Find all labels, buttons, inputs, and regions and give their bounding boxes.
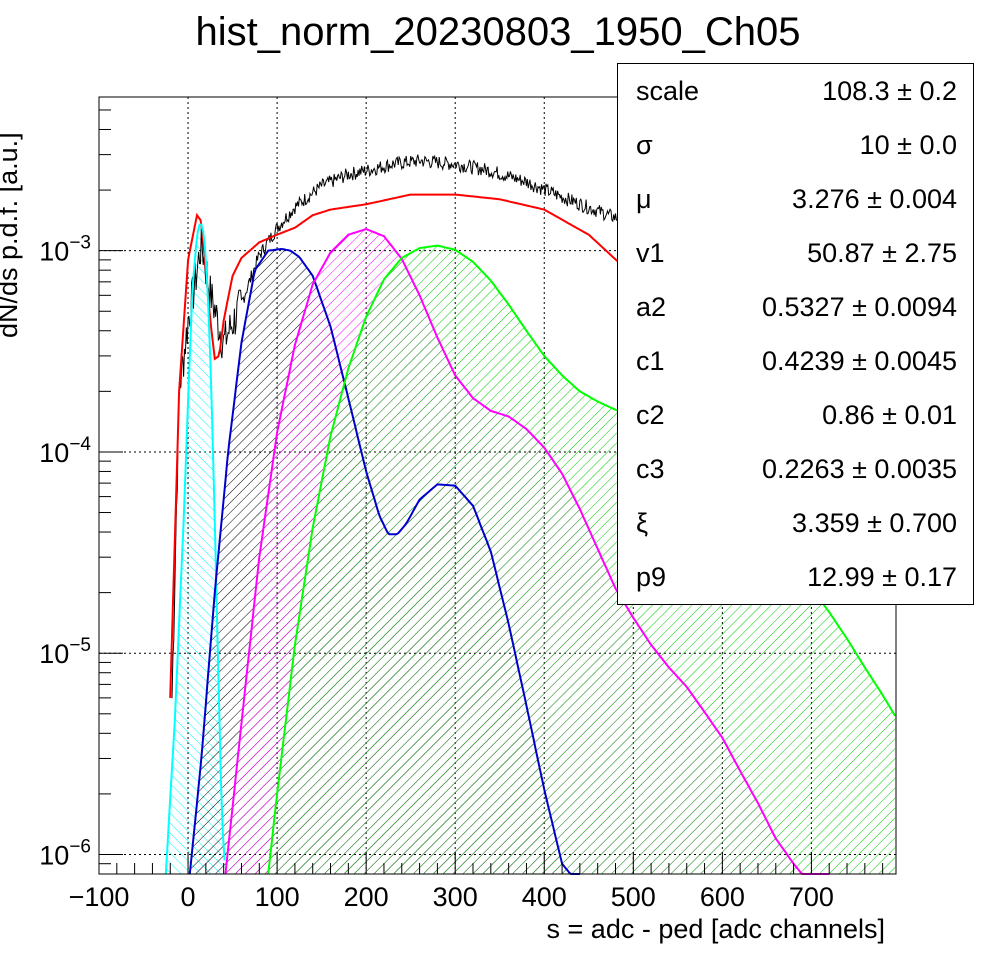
- stat-name: ξ: [636, 508, 649, 538]
- stat-row: v1 50.87 ± 2.75: [618, 226, 973, 280]
- stat-row: σ 10 ± 0.0: [618, 118, 973, 172]
- axis-ticks: [98, 109, 884, 875]
- stat-value: 0.2263 ± 0.0035: [762, 454, 957, 484]
- stat-row: c1 0.4239 ± 0.0045: [618, 334, 973, 388]
- data-histogram-line: [171, 154, 705, 699]
- stat-value: 3.359 ± 0.700: [792, 508, 957, 538]
- x-tick-label: 200: [344, 882, 389, 912]
- stat-row: μ 3.276 ± 0.004: [618, 172, 973, 226]
- stat-name: a2: [636, 292, 667, 322]
- stat-name: c3: [636, 454, 665, 484]
- x-tick-label: 600: [700, 882, 745, 912]
- tick-labels: −100 0 100 200 300 400 500 600 700 10−3 10−4 10−5 10…: [39, 233, 834, 912]
- y-axis-label: dN/ds p.d.f. [a.u.]: [0, 132, 23, 338]
- stat-row: c2 0.86 ± 0.01: [618, 388, 973, 442]
- stat-name: c2: [636, 400, 665, 430]
- y-tick-label: 10−4: [39, 434, 91, 468]
- chart-title: hist_norm_20230803_1950_Ch05: [195, 10, 801, 54]
- y-tick-label: 10−6: [39, 836, 91, 870]
- stat-row: p9 12.99 ± 0.17: [618, 550, 973, 604]
- component-fills: [165, 224, 896, 875]
- x-tick-label: 400: [522, 882, 567, 912]
- x-tick-label: 700: [789, 882, 834, 912]
- stat-value: 50.87 ± 2.75: [807, 238, 957, 268]
- stat-value: 0.4239 ± 0.0045: [762, 346, 957, 376]
- stat-value: 10 ± 0.0: [859, 130, 957, 160]
- one-pe-component-curve: [188, 247, 580, 875]
- stat-row: ξ 3.359 ± 0.700: [618, 496, 973, 550]
- x-tick-label: 100: [255, 882, 300, 912]
- x-tick-label: 500: [611, 882, 656, 912]
- pedestal-component-curve: [164, 223, 226, 875]
- stat-row: a2 0.5327 ± 0.0094: [618, 280, 973, 334]
- stat-name: σ: [636, 130, 653, 160]
- stat-name: c1: [636, 346, 665, 376]
- stat-row: scale 108.3 ± 0.2: [618, 64, 973, 118]
- x-tick-label: −100: [69, 882, 130, 912]
- y-tick-label: 10−3: [39, 233, 91, 267]
- y-tick-label: 10−5: [39, 635, 91, 669]
- x-tick-label: 0: [181, 882, 196, 912]
- stat-name: v1: [636, 238, 665, 268]
- three-pe-component-fill: [268, 245, 896, 875]
- stat-value: 108.3 ± 0.2: [822, 76, 957, 106]
- data-histogram: [171, 154, 705, 699]
- x-axis-label: s = adc - ped [adc channels]: [547, 914, 885, 944]
- stat-name: p9: [636, 562, 667, 592]
- stat-value: 0.5327 ± 0.0094: [762, 292, 957, 322]
- stat-value: 3.276 ± 0.004: [792, 184, 957, 214]
- two-pe-component-curve: [224, 228, 830, 875]
- stat-value: 0.86 ± 0.01: [822, 400, 957, 430]
- stat-name: μ: [636, 184, 652, 214]
- stat-row: c3 0.2263 ± 0.0035: [618, 442, 973, 496]
- x-tick-label: 300: [433, 882, 478, 912]
- stat-value: 12.99 ± 0.17: [807, 562, 957, 592]
- fit-stats-box: scale 108.3 ± 0.2 σ 10 ± 0.0 μ 3.276 ± 0.004 v…: [617, 63, 974, 605]
- stat-name: scale: [636, 76, 700, 106]
